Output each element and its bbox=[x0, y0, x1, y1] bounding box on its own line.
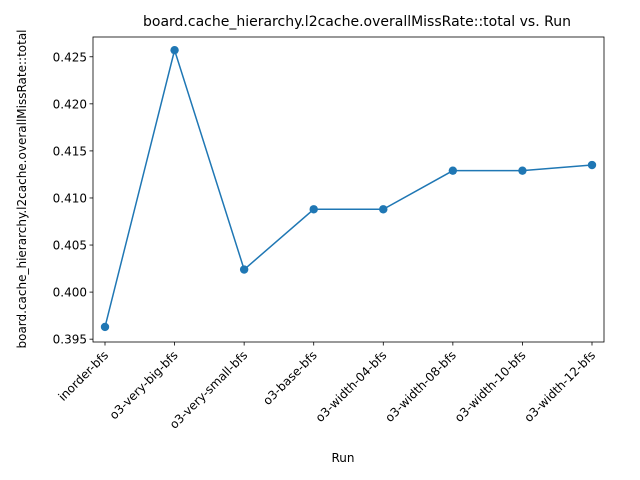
y-axis-label: board.cache_hierarchy.l2cache.overallMis… bbox=[15, 29, 29, 348]
data-point-o3-width-12-bfs bbox=[587, 160, 597, 170]
y-tick-label: 0.425 bbox=[53, 50, 87, 64]
y-tick-label: 0.395 bbox=[53, 333, 87, 347]
data-point-o3-very-big-bfs bbox=[170, 45, 179, 55]
data-point-o3-width-10-bfs bbox=[518, 166, 527, 175]
chart-title: board.cache_hierarchy.l2cache.overallMis… bbox=[143, 14, 571, 30]
y-tick-label: 0.415 bbox=[53, 144, 87, 158]
plot-area-frame bbox=[92, 36, 605, 343]
data-point-o3-base-bfs bbox=[309, 205, 318, 214]
y-axis: 0.395 0.400 0.405 0.410 0.415 0.420 0.425 bbox=[53, 50, 93, 347]
series-line bbox=[104, 47, 593, 328]
y-tick-label: 0.420 bbox=[53, 97, 87, 111]
data-point-o3-width-08-bfs bbox=[448, 166, 458, 175]
data-point-o3-very-small-bfs bbox=[239, 265, 249, 274]
data-point-o3-width-04-bfs bbox=[379, 205, 388, 214]
y-tick-label: 0.400 bbox=[53, 286, 87, 300]
data-point-inorder-bfs bbox=[100, 322, 110, 332]
data-points bbox=[100, 45, 597, 332]
y-tick-label: 0.405 bbox=[53, 239, 87, 253]
x-axis-label: Run bbox=[331, 451, 354, 465]
y-tick-label: 0.410 bbox=[53, 191, 87, 205]
